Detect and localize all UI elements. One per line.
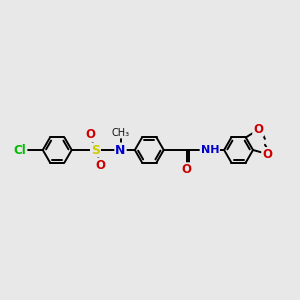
Text: CH₃: CH₃ <box>111 128 130 138</box>
Text: Cl: Cl <box>14 143 26 157</box>
Text: NH: NH <box>200 145 219 155</box>
Text: O: O <box>85 128 95 141</box>
Text: O: O <box>262 148 272 161</box>
Text: O: O <box>182 163 192 176</box>
Text: S: S <box>91 143 100 157</box>
Text: O: O <box>96 159 106 172</box>
Text: N: N <box>115 143 126 157</box>
Text: O: O <box>253 123 263 136</box>
